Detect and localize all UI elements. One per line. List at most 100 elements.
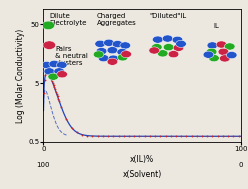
Point [101, 135, 105, 138]
Circle shape [206, 48, 217, 55]
Point [132, 135, 136, 138]
Point [179, 135, 183, 138]
Point [163, 135, 167, 138]
Point [52, 86, 56, 89]
Circle shape [219, 55, 230, 62]
Text: 0: 0 [238, 162, 243, 168]
Point [231, 135, 235, 138]
Point [54, 90, 58, 93]
Circle shape [43, 41, 56, 49]
Point [117, 135, 121, 138]
Point [44, 72, 48, 75]
Point [106, 135, 110, 138]
Circle shape [176, 40, 186, 47]
Point [56, 95, 60, 98]
Circle shape [103, 39, 114, 46]
Circle shape [56, 61, 67, 69]
Circle shape [41, 61, 52, 69]
Text: "Diluted"IL: "Diluted"IL [150, 13, 187, 19]
Circle shape [172, 36, 183, 43]
Point [53, 88, 57, 91]
Point [96, 135, 100, 138]
Circle shape [173, 44, 184, 51]
Circle shape [207, 42, 218, 49]
Point [64, 118, 68, 121]
Point [200, 135, 204, 138]
Text: x(IL)%: x(IL)% [130, 155, 154, 164]
Circle shape [107, 58, 118, 65]
Circle shape [218, 48, 229, 55]
Point [47, 74, 51, 77]
Point [48, 75, 52, 78]
Point [91, 135, 94, 138]
Circle shape [57, 71, 67, 78]
Point [43, 78, 47, 81]
Text: 100: 100 [37, 162, 50, 168]
Point [169, 135, 173, 138]
Circle shape [157, 50, 168, 57]
Circle shape [216, 41, 227, 48]
Circle shape [96, 48, 107, 55]
Point [190, 135, 194, 138]
Point [52, 83, 56, 86]
Circle shape [203, 51, 214, 58]
Point [143, 135, 147, 138]
Point [80, 133, 84, 136]
Circle shape [54, 68, 64, 75]
Point [111, 135, 115, 138]
Point [205, 135, 209, 138]
Circle shape [153, 36, 163, 43]
Circle shape [107, 47, 118, 54]
Circle shape [93, 51, 104, 58]
Circle shape [117, 49, 127, 56]
Circle shape [49, 60, 60, 67]
Circle shape [162, 35, 173, 42]
Text: x(Solvent): x(Solvent) [122, 170, 162, 179]
Point [42, 92, 46, 95]
Point [195, 135, 199, 138]
Point [174, 135, 178, 138]
Circle shape [149, 47, 159, 54]
Point [46, 72, 50, 75]
Point [43, 74, 47, 77]
Point [49, 77, 53, 80]
Circle shape [120, 42, 130, 49]
Point [47, 73, 51, 76]
Point [148, 135, 152, 138]
Point [122, 135, 126, 138]
Point [221, 135, 225, 138]
Point [226, 135, 230, 138]
Circle shape [48, 73, 59, 80]
Circle shape [117, 54, 128, 61]
Point [59, 105, 63, 108]
Circle shape [121, 51, 131, 58]
Circle shape [44, 68, 55, 75]
Text: Pairs
& neutral
clusters: Pairs & neutral clusters [55, 46, 88, 67]
Circle shape [224, 43, 235, 50]
Circle shape [112, 40, 123, 48]
Point [51, 81, 55, 84]
Point [75, 131, 79, 134]
Point [57, 100, 61, 103]
Point [70, 126, 74, 129]
Circle shape [152, 44, 162, 51]
Point [216, 135, 220, 138]
Y-axis label: Log (Molar Conductivity): Log (Molar Conductivity) [16, 29, 25, 123]
Circle shape [95, 40, 105, 47]
Point [153, 135, 157, 138]
Point [185, 135, 188, 138]
Point [127, 135, 131, 138]
Text: IL: IL [213, 23, 219, 29]
Circle shape [168, 51, 179, 58]
Circle shape [108, 55, 119, 62]
Circle shape [163, 44, 174, 51]
Circle shape [226, 52, 237, 59]
Circle shape [98, 55, 109, 62]
Point [85, 134, 89, 137]
Point [158, 135, 162, 138]
Point [56, 97, 60, 100]
Point [137, 135, 141, 138]
Point [50, 79, 54, 82]
Point [237, 135, 241, 138]
Point [45, 71, 49, 74]
